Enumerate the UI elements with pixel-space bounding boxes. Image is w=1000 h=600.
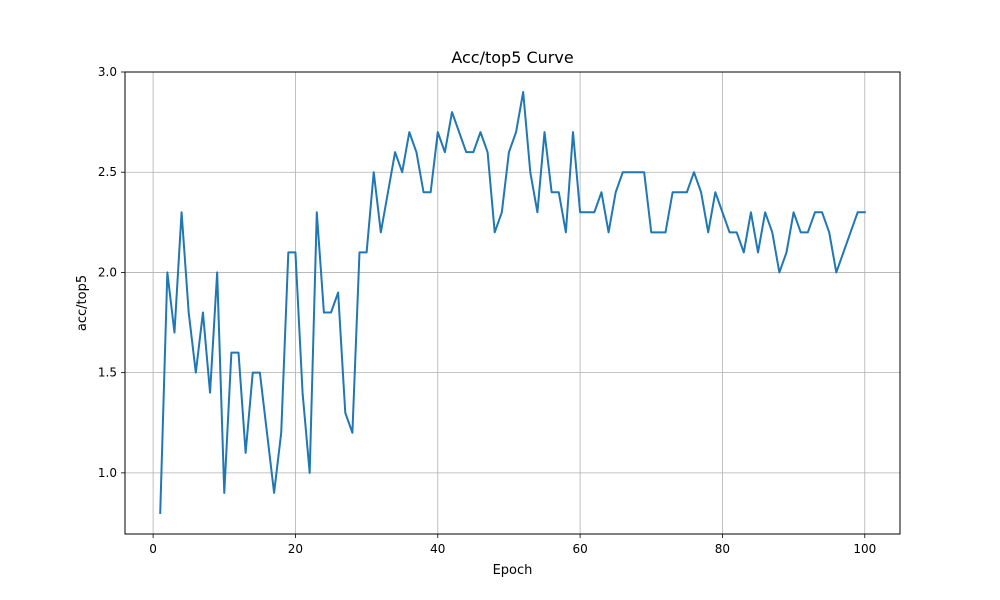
chart-title: Acc/top5 Curve xyxy=(451,48,573,67)
y-tick-label: 1.0 xyxy=(98,466,117,480)
y-axis-label: acc/top5 xyxy=(75,275,90,331)
x-tick-label: 60 xyxy=(572,542,587,556)
x-tick-label: 80 xyxy=(715,542,730,556)
x-tick-label: 0 xyxy=(149,542,157,556)
x-tick-label: 40 xyxy=(430,542,445,556)
plot-frame xyxy=(124,71,901,535)
axis-ticks: 0 20 40 60 80 100 1.0 1.5 2.0 2.5 3.0 xyxy=(98,65,876,556)
y-tick-label: 2.0 xyxy=(98,265,117,279)
series-line xyxy=(159,91,866,514)
y-tick-label: 1.5 xyxy=(98,366,117,380)
y-tick-label: 2.5 xyxy=(98,165,117,179)
y-tick-label: 3.0 xyxy=(98,65,117,79)
x-axis-label: Epoch xyxy=(493,563,533,578)
x-tick-label: 20 xyxy=(288,542,303,556)
data-layer xyxy=(159,91,866,514)
x-tick-label: 100 xyxy=(853,542,876,556)
